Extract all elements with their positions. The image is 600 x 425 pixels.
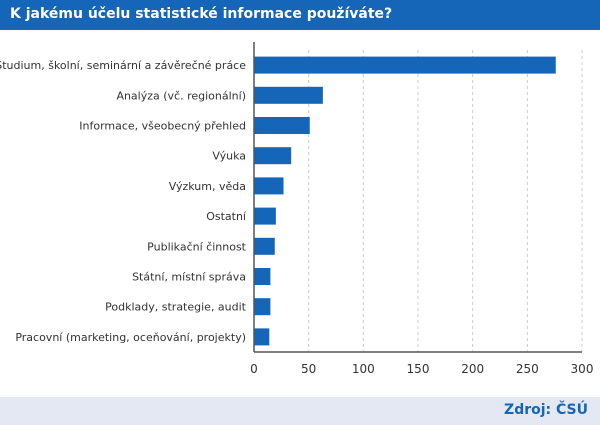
category-label: Analýza (vč. regionální)	[116, 89, 246, 102]
x-tick-label: 200	[461, 362, 484, 376]
x-tick-label: 300	[571, 362, 594, 376]
x-tick-label: 100	[352, 362, 375, 376]
bar	[254, 207, 276, 225]
footer: Zdroj: ČSÚ	[0, 397, 600, 425]
bar	[254, 117, 310, 134]
category-label: Studium, školní, seminární a závěrečné p…	[0, 59, 246, 72]
x-tick-label: 0	[250, 362, 258, 376]
category-label: Pracovní (marketing, oceňování, projekty…	[15, 331, 246, 344]
bar	[254, 328, 270, 346]
bar	[254, 177, 284, 195]
x-tick-label: 150	[407, 362, 430, 376]
category-label: Podklady, strategie, audit	[105, 301, 247, 314]
x-tick-label: 50	[301, 362, 316, 376]
category-label: Výzkum, věda	[169, 180, 246, 193]
x-tick-label: 250	[516, 362, 539, 376]
bar	[254, 86, 323, 104]
source-label: Zdroj: ČSÚ	[504, 402, 588, 418]
bar	[254, 298, 271, 316]
category-label: Informace, všeobecný přehled	[79, 120, 246, 133]
chart-title: K jakému účelu statistické informace pou…	[10, 6, 393, 22]
bar	[254, 237, 275, 255]
category-label: Publikační činnost	[147, 240, 247, 253]
category-label: Výuka	[212, 150, 246, 163]
bar	[254, 147, 292, 165]
bar	[254, 56, 556, 74]
title-bar: K jakému účelu statistické informace pou…	[0, 0, 600, 30]
category-label: Ostatní	[206, 210, 247, 223]
category-label: Státní, místní správa	[132, 271, 246, 284]
bar	[254, 268, 271, 285]
